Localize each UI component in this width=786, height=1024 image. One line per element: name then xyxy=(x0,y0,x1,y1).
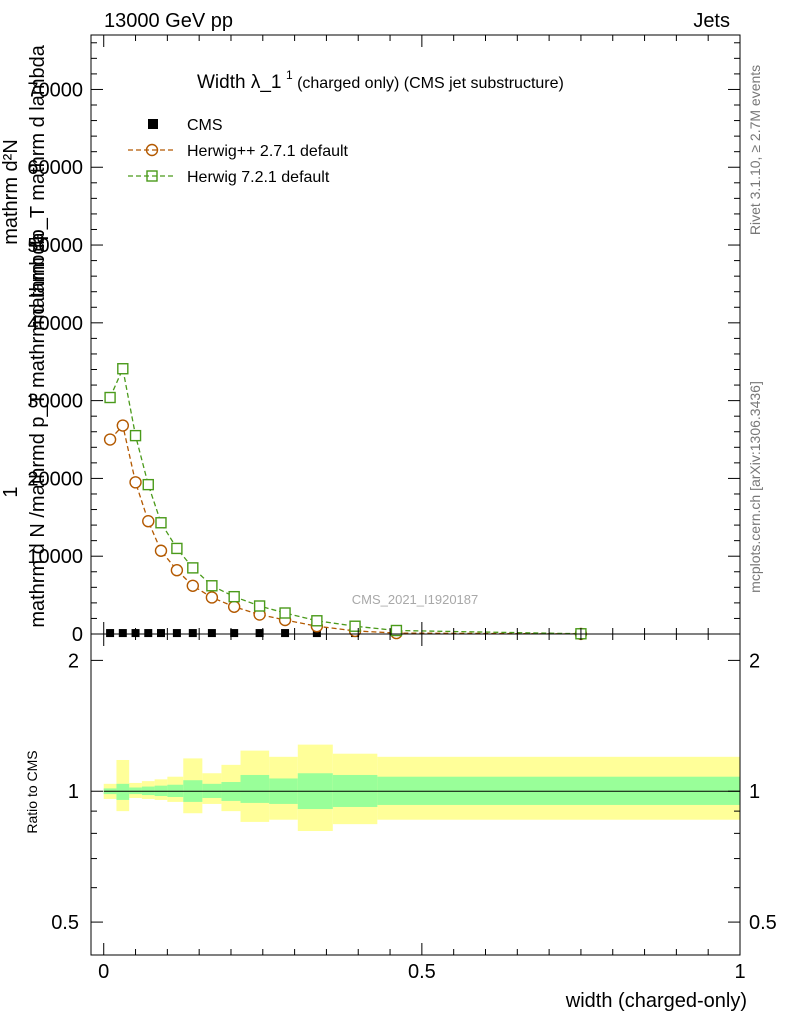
main-ylabel-top: mathrm d²N xyxy=(0,139,22,245)
axes-layer: 0 10000 20000 30000 40000 50000 60000 70000 0 0.5… xyxy=(27,34,777,983)
data-point-s2-9 xyxy=(253,600,266,612)
main-ytick-label: 10000 xyxy=(27,546,83,568)
data-point-s2-0 xyxy=(104,391,116,404)
main-ylabel-line2: mathrm d N /mathrmd p_T mathrm d lambda xyxy=(27,231,49,627)
data-point-s1-3 xyxy=(142,515,155,528)
data-point-s2-8 xyxy=(228,590,240,603)
xtick-label: 0 xyxy=(98,961,109,983)
data-point-s2-11 xyxy=(311,615,323,627)
mcplots-label: mcplots.cern.ch [arXiv:1306.3436] xyxy=(747,381,763,593)
data-point-s0-1 xyxy=(118,629,127,638)
main-ytick-label: 40000 xyxy=(27,313,83,335)
ratio-ylabel: Ratio to CMS xyxy=(24,750,40,833)
xtick-label: 0.5 xyxy=(408,961,436,983)
data-point-s2-10 xyxy=(279,607,291,619)
header-left: 13000 GeV pp xyxy=(104,10,233,32)
data-point-s2-12 xyxy=(349,620,361,632)
ratio-ytick-label-right: 0.5 xyxy=(749,912,777,934)
main-ytick-label: 0 xyxy=(72,624,83,646)
ratio-inner-band-1 xyxy=(116,783,130,800)
ratio-frame xyxy=(90,633,741,956)
legend-label-herwig7: Herwig 7.2.1 default xyxy=(187,169,330,186)
data-point-s2-7 xyxy=(206,580,218,592)
data-point-s2-1 xyxy=(117,363,129,375)
watermark: CMS_2021_I1920187 xyxy=(352,592,479,607)
ratio-ytick-label-left: 2 xyxy=(68,650,79,672)
legend-label-cms: CMS xyxy=(187,117,223,134)
data-point-s2-5 xyxy=(171,542,183,555)
ratio-plot-area xyxy=(103,744,740,832)
main-ytick-label: 20000 xyxy=(27,468,83,490)
data-point-s1-1 xyxy=(116,419,130,432)
data-point-s0-11 xyxy=(312,629,321,638)
ratio-ytick-label-left: 1 xyxy=(68,781,79,803)
header-right: Jets xyxy=(693,10,730,32)
main-title-sup: 1 xyxy=(286,68,293,82)
data-point-s2-13 xyxy=(390,624,403,637)
legend-marker-herwig7 xyxy=(146,170,158,182)
ratio-inner-band-9 xyxy=(240,774,270,803)
data-point-s1-0 xyxy=(103,433,117,446)
rivet-label: Rivet 3.1.10, ≥ 2.7M events xyxy=(747,65,763,235)
main-title-main: Width λ_1 xyxy=(197,72,281,93)
main-series-layer xyxy=(103,363,588,641)
legend-marker-cms xyxy=(148,119,158,129)
data-point-s2-3 xyxy=(142,478,154,491)
series-line-1 xyxy=(109,424,581,635)
data-point-s0-0 xyxy=(106,629,115,638)
data-point-s0-10 xyxy=(281,629,290,638)
xaxis-label: width (charged-only) xyxy=(565,990,747,1012)
data-point-s0-9 xyxy=(255,629,264,638)
data-point-s1-5 xyxy=(170,564,184,577)
main-title: Width λ_1 1 (charged only) (CMS jet subs… xyxy=(197,66,564,93)
data-point-s1-8 xyxy=(227,600,241,613)
ratio-ytick-label-right: 1 xyxy=(749,781,760,803)
main-ytick-label: 60000 xyxy=(27,157,83,179)
ratio-ytick-label-left: 0.5 xyxy=(51,912,79,934)
main-title-rest: (charged only) (CMS jet substructure) xyxy=(297,75,564,92)
data-point-s1-2 xyxy=(129,476,142,489)
main-ylabel-one: 1 xyxy=(0,486,22,497)
main-ylabel-bottom: mathrm dp_T mathrm d lambda xyxy=(27,44,49,325)
data-point-s1-6 xyxy=(186,579,200,592)
data-point-s0-6 xyxy=(188,629,197,638)
data-point-s1-4 xyxy=(154,544,168,557)
data-point-s0-3 xyxy=(144,629,153,638)
legend-marker-herwigpp xyxy=(145,143,159,157)
legend: CMS Herwig++ 2.7.1 default Herwig 7.2.1 … xyxy=(128,117,349,186)
data-point-s0-8 xyxy=(230,629,239,638)
xtick-label: 1 xyxy=(734,961,745,983)
data-point-s0-7 xyxy=(207,629,216,638)
series-line-2 xyxy=(109,366,581,635)
legend-label-herwigpp: Herwig++ 2.7.1 default xyxy=(187,143,349,160)
data-point-s0-4 xyxy=(156,629,165,638)
data-point-s2-4 xyxy=(155,517,167,529)
data-point-s0-5 xyxy=(172,629,181,638)
main-ytick-label: 50000 xyxy=(27,235,83,257)
data-point-s2-6 xyxy=(187,562,199,574)
data-point-s2-2 xyxy=(129,429,142,442)
main-ytick-label: 30000 xyxy=(27,391,83,413)
data-point-s1-7 xyxy=(205,591,219,604)
ratio-ytick-label-right: 2 xyxy=(749,650,760,672)
main-ytick-label: 70000 xyxy=(27,79,83,101)
main-ylabel: 1 mathrm d N /mathrmd p_T mathrm d lambd… xyxy=(0,44,49,627)
